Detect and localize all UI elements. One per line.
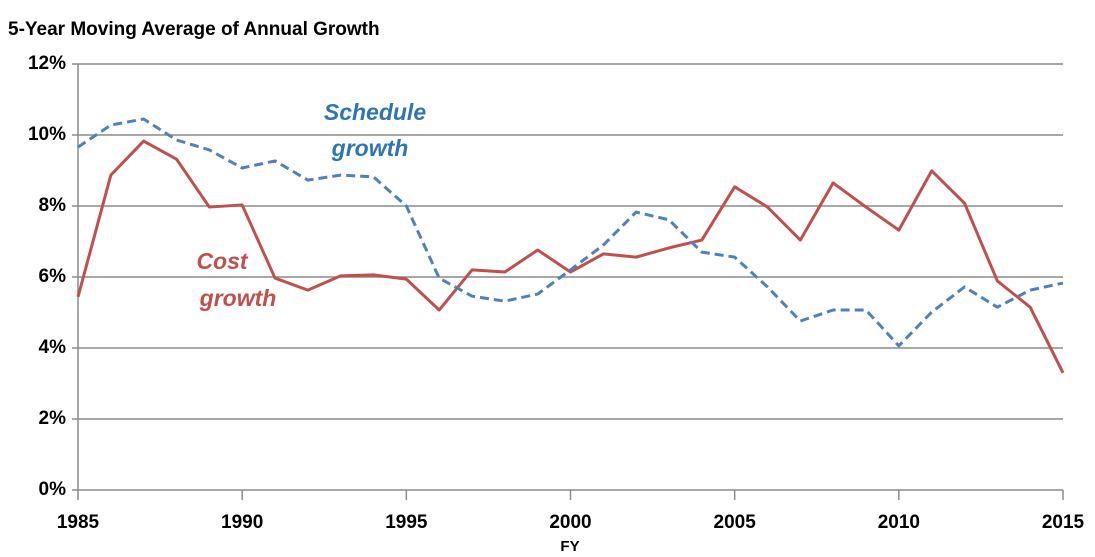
y-tick-label: 12% — [28, 53, 66, 74]
x-tick-label: 1985 — [57, 512, 100, 533]
y-tick-label: 2% — [39, 408, 67, 429]
y-tick-label: 0% — [39, 479, 67, 500]
annotation: growth — [331, 135, 409, 161]
y-tick-label: 10% — [28, 124, 66, 145]
annotation: Schedule — [324, 99, 426, 125]
chart-title: 5-Year Moving Average of Annual Growth — [8, 19, 380, 40]
x-tick-label: 2005 — [714, 512, 757, 533]
x-tick-label: 1990 — [221, 512, 263, 533]
annotation: growth — [199, 285, 277, 311]
x-tick-label: 2010 — [878, 512, 920, 533]
x-axis-label: FY — [560, 538, 579, 555]
line-series — [77, 117, 1064, 348]
line-series — [76, 139, 1065, 374]
x-tick-label: 2000 — [549, 512, 591, 533]
annotation: Cost — [196, 248, 248, 274]
y-tick-label: 8% — [39, 195, 67, 216]
y-tick-label: 6% — [39, 266, 67, 287]
x-tick-label: 1995 — [385, 512, 428, 533]
x-tick-label: 2015 — [1042, 512, 1085, 533]
y-tick-label: 4% — [39, 337, 67, 358]
